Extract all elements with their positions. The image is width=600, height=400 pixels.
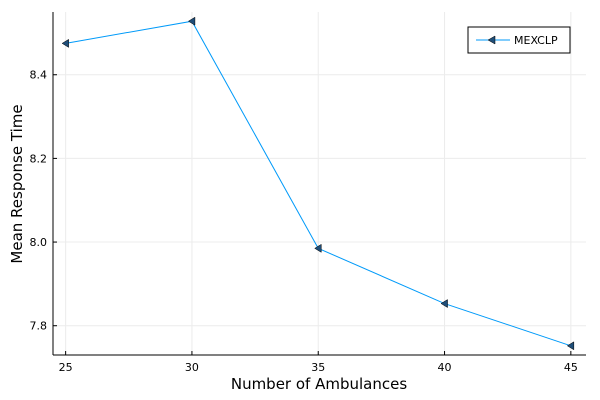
y-tick-label: 8.2	[30, 152, 48, 165]
y-axis-title: Mean Response Time	[8, 104, 26, 263]
x-axis-title: Number of Ambulances	[231, 375, 407, 393]
x-tick-label: 30	[185, 361, 199, 374]
data-point-marker	[61, 38, 69, 48]
gridlines	[53, 12, 586, 355]
series-group	[61, 16, 575, 351]
y-tick-label: 8.0	[30, 236, 48, 249]
data-point-marker	[440, 299, 448, 308]
legend-label: MEXCLP	[514, 34, 558, 47]
x-tick-label: 45	[564, 361, 578, 374]
y-ticks: 7.8 8.0 8.2 8.4	[30, 69, 57, 333]
x-tick-label: 40	[438, 361, 452, 374]
legend-marker-swatch	[487, 35, 496, 45]
x-tick-label: 35	[311, 361, 325, 374]
data-point-marker	[314, 243, 322, 253]
x-tick-label: 25	[59, 361, 73, 374]
data-point-marker	[566, 341, 575, 351]
y-tick-label: 7.8	[30, 320, 48, 333]
x-ticks: 25 30 35 40 45	[59, 351, 578, 374]
data-point-marker	[187, 16, 196, 26]
legend: MEXCLP	[467, 26, 571, 54]
y-tick-label: 8.4	[30, 69, 48, 82]
axes	[52, 12, 586, 356]
